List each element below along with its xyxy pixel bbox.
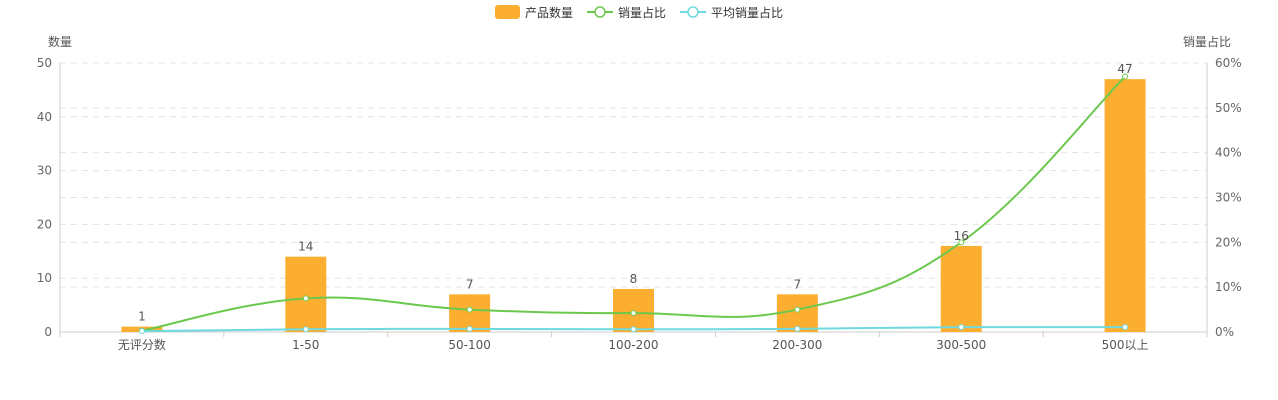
legend-swatch-line-icon (586, 6, 613, 18)
avg-sales-share-line (141, 325, 1126, 333)
avg-sales-share-point (466, 325, 473, 332)
bar (121, 326, 163, 332)
y-tick-label-right: 10% (1215, 280, 1242, 294)
legend: 产品数量 销量占比 平均销量占比 (0, 3, 1278, 21)
bar-value-label: 1 (138, 310, 146, 324)
bar-value-label: 16 (954, 229, 969, 243)
x-tick-label: 100-200 (608, 338, 658, 352)
y-tick-label-left: 40 (37, 110, 52, 124)
sales-share-point (138, 327, 145, 334)
avg-sales-share-point (958, 324, 965, 331)
x-tick-label: 50-100 (448, 338, 491, 352)
y-tick-label-right: 20% (1215, 235, 1242, 249)
x-tick-label: 300-500 (936, 338, 986, 352)
bar-value-label: 8 (630, 272, 638, 286)
avg-sales-share-point (1122, 324, 1129, 331)
sales-share-point (958, 239, 965, 246)
avg-sales-share-point (794, 325, 801, 332)
y-tick-label-right: 0% (1215, 325, 1234, 339)
legend-label-sales-share: 销量占比 (617, 5, 666, 20)
x-tick-label: 1-50 (292, 338, 319, 352)
bar (613, 288, 654, 332)
x-tick-label: 500以上 (1102, 338, 1149, 352)
bar (285, 256, 327, 332)
bar (776, 294, 818, 332)
bar-value-label: 47 (1117, 62, 1132, 76)
bar (940, 245, 982, 332)
bar-value-label: 7 (466, 277, 474, 291)
x-tick-label: 无评分数 (118, 337, 166, 352)
legend-label-avg-sales-share: 平均销量占比 (711, 5, 784, 20)
bar (449, 294, 491, 332)
y-tick-label-right: 60% (1215, 56, 1242, 70)
y-tick-label-left: 20 (37, 217, 52, 231)
y-axis-left-title: 数量 (48, 34, 72, 49)
legend-swatch-bar (494, 5, 520, 19)
legend-item-avg-sales-share[interactable]: 平均销量占比 (680, 4, 783, 21)
legend-item-product-count[interactable]: 产品数量 (494, 4, 573, 21)
bar-value-label: 14 (298, 240, 313, 254)
sales-share-point (466, 306, 473, 313)
y-tick-label-left: 10 (37, 271, 52, 285)
bar (1104, 79, 1146, 332)
x-tick-label: 200-300 (772, 338, 822, 352)
sales-share-line (141, 75, 1126, 332)
y-tick-label-right: 40% (1215, 146, 1242, 160)
y-tick-label-left: 0 (44, 325, 52, 339)
legend-label-product-count: 产品数量 (524, 5, 573, 20)
legend-item-sales-share[interactable]: 销量占比 (586, 4, 666, 21)
y-axis-right-title: 销量占比 (1183, 34, 1231, 49)
bar-value-label: 7 (794, 277, 802, 291)
avg-sales-share-point (630, 326, 637, 333)
y-tick-label-left: 30 (37, 164, 52, 178)
y-tick-label-right: 30% (1215, 191, 1242, 205)
avg-sales-share-point (138, 328, 145, 335)
legend-swatch-line-icon (680, 6, 706, 18)
y-tick-label-left: 50 (37, 56, 52, 70)
sales-share-point (794, 306, 801, 313)
sales-share-point (1122, 73, 1129, 80)
y-tick-label-right: 50% (1215, 101, 1242, 115)
sales-share-point (630, 310, 637, 317)
sales-share-point (302, 295, 309, 302)
avg-sales-share-point (302, 326, 309, 333)
